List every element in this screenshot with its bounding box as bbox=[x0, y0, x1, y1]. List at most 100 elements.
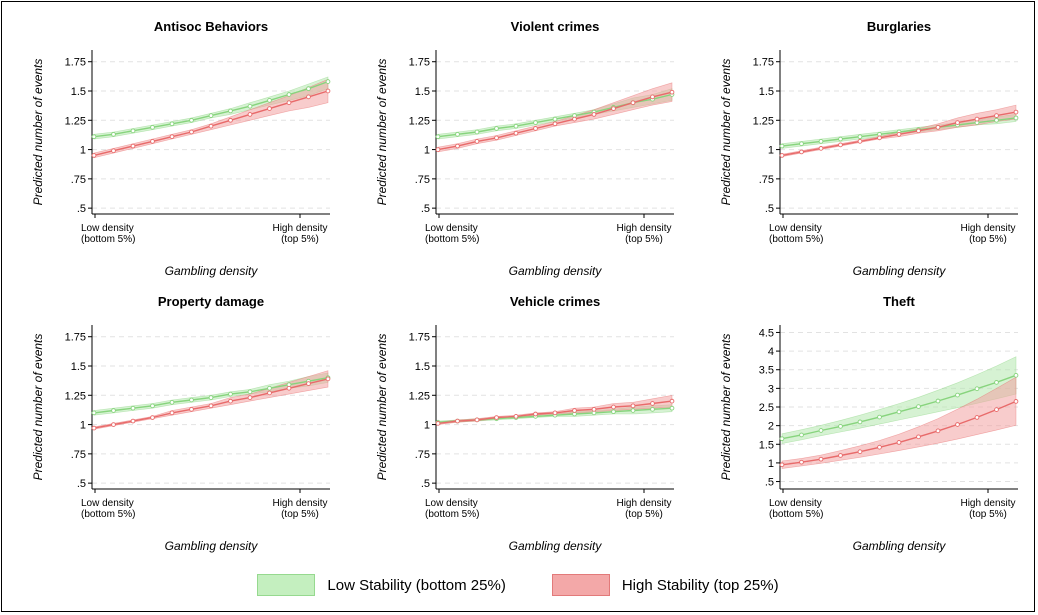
x-tick-label: (bottom 5%) bbox=[425, 509, 479, 520]
point-high-stability bbox=[838, 142, 843, 148]
point-high-stability bbox=[818, 456, 824, 462]
x-tick-label: (top 5%) bbox=[625, 509, 663, 520]
point-high-stability bbox=[572, 116, 577, 122]
point-high-stability bbox=[494, 135, 499, 141]
point-low-stability bbox=[208, 113, 214, 118]
y-tick-label: 1.75 bbox=[65, 332, 86, 344]
x-tick-label: (bottom 5%) bbox=[425, 234, 479, 245]
point-high-stability bbox=[169, 410, 175, 416]
point-high-stability bbox=[130, 418, 136, 424]
point-low-stability bbox=[857, 419, 863, 425]
x-tick-label: (top 5%) bbox=[969, 509, 1007, 520]
y-tick-label: .75 bbox=[415, 449, 430, 461]
point-low-stability bbox=[650, 406, 655, 412]
y-tick-label: 4.5 bbox=[759, 327, 774, 339]
x-tick-label: Low density bbox=[425, 223, 478, 234]
point-high-stability bbox=[306, 94, 311, 100]
y-tick-label: .5 bbox=[77, 203, 86, 215]
point-low-stability bbox=[818, 428, 824, 433]
point-low-stability bbox=[955, 392, 960, 398]
point-high-stability bbox=[974, 116, 980, 122]
point-low-stability bbox=[247, 389, 253, 395]
ci-band-high-stability bbox=[781, 376, 1017, 469]
x-tick-label: (top 5%) bbox=[969, 234, 1007, 245]
point-low-stability bbox=[169, 399, 175, 405]
point-high-stability bbox=[247, 395, 253, 400]
point-high-stability bbox=[799, 149, 804, 155]
point-low-stability bbox=[916, 404, 921, 409]
x-tick-label: (top 5%) bbox=[625, 234, 663, 245]
x-tick-label: (bottom 5%) bbox=[81, 234, 135, 245]
point-high-stability bbox=[91, 425, 97, 431]
point-high-stability bbox=[779, 462, 785, 468]
point-high-stability bbox=[208, 123, 214, 129]
point-high-stability bbox=[650, 94, 655, 100]
point-high-stability bbox=[838, 453, 843, 458]
x-tick-label: (top 5%) bbox=[281, 234, 319, 245]
y-tick-label: 1.5 bbox=[415, 361, 430, 373]
y-tick-label: 1.25 bbox=[409, 390, 430, 402]
point-high-stability bbox=[779, 153, 785, 158]
x-tick-label: Low density bbox=[81, 498, 134, 509]
point-high-stability bbox=[513, 414, 519, 419]
point-high-stability bbox=[1013, 109, 1019, 115]
point-high-stability bbox=[169, 134, 175, 140]
x-axis-label: Gambling density bbox=[165, 539, 259, 553]
point-low-stability bbox=[325, 79, 331, 84]
point-high-stability bbox=[650, 401, 655, 406]
point-high-stability bbox=[513, 130, 519, 136]
point-high-stability bbox=[611, 106, 616, 111]
point-low-stability bbox=[552, 116, 558, 122]
y-tick-label: 3.5 bbox=[759, 365, 774, 377]
point-high-stability bbox=[533, 411, 538, 417]
x-tick-label: High density bbox=[272, 498, 327, 509]
point-high-stability bbox=[247, 112, 253, 117]
y-tick-label: 1.25 bbox=[65, 115, 86, 127]
legend-swatch-low-stability bbox=[257, 574, 316, 596]
point-high-stability bbox=[150, 139, 155, 144]
y-axis-label: Predicted number of events bbox=[375, 334, 389, 481]
point-high-stability bbox=[591, 112, 597, 117]
panel-title: Property damage bbox=[158, 294, 264, 309]
y-tick-label: 1.25 bbox=[753, 115, 774, 127]
y-axis-label: Predicted number of events bbox=[375, 59, 389, 206]
point-high-stability bbox=[228, 398, 233, 404]
point-high-stability bbox=[286, 385, 292, 391]
y-tick-label: 1.5 bbox=[759, 86, 774, 98]
point-low-stability bbox=[150, 124, 155, 130]
point-low-stability bbox=[306, 86, 311, 92]
x-axis-label: Gambling density bbox=[165, 264, 259, 278]
y-tick-label: .5 bbox=[765, 477, 774, 489]
point-low-stability bbox=[130, 128, 136, 134]
x-tick-label: Low density bbox=[769, 498, 822, 509]
point-high-stability bbox=[208, 403, 214, 409]
y-tick-label: 1 bbox=[424, 145, 430, 157]
point-high-stability bbox=[935, 428, 941, 434]
x-tick-label: High density bbox=[616, 498, 671, 509]
x-tick-label: High density bbox=[272, 223, 327, 234]
panel-title: Antisoc Behaviors bbox=[154, 19, 268, 34]
y-tick-label: 3 bbox=[768, 383, 774, 395]
x-axis-label: Gambling density bbox=[853, 264, 947, 278]
point-low-stability bbox=[267, 98, 272, 103]
point-high-stability bbox=[494, 415, 499, 420]
point-high-stability bbox=[325, 376, 331, 382]
y-tick-label: 1.5 bbox=[759, 439, 774, 451]
panel-theft: Theft .5 1 1.5 2 2.5 3 3.5 4 4.5 Low density(botto… bbox=[719, 294, 1019, 553]
legend-label-high-stability: High Stability (top 25%) bbox=[621, 576, 779, 594]
panel-title: Violent crimes bbox=[511, 19, 600, 34]
point-low-stability bbox=[838, 136, 843, 142]
panel-title: Burglaries bbox=[867, 19, 931, 34]
point-low-stability bbox=[974, 386, 980, 392]
y-tick-label: .75 bbox=[759, 174, 774, 186]
point-high-stability bbox=[896, 131, 902, 137]
point-high-stability bbox=[474, 139, 480, 144]
point-high-stability bbox=[857, 449, 863, 455]
point-high-stability bbox=[189, 129, 194, 135]
point-high-stability bbox=[916, 128, 921, 134]
point-high-stability bbox=[974, 415, 980, 420]
point-high-stability bbox=[455, 143, 460, 149]
point-high-stability bbox=[306, 381, 311, 386]
point-low-stability bbox=[779, 436, 785, 442]
